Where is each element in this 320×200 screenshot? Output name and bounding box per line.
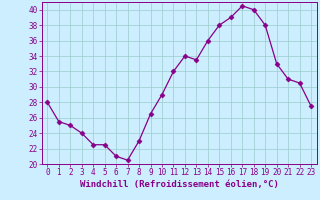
X-axis label: Windchill (Refroidissement éolien,°C): Windchill (Refroidissement éolien,°C) (80, 180, 279, 189)
